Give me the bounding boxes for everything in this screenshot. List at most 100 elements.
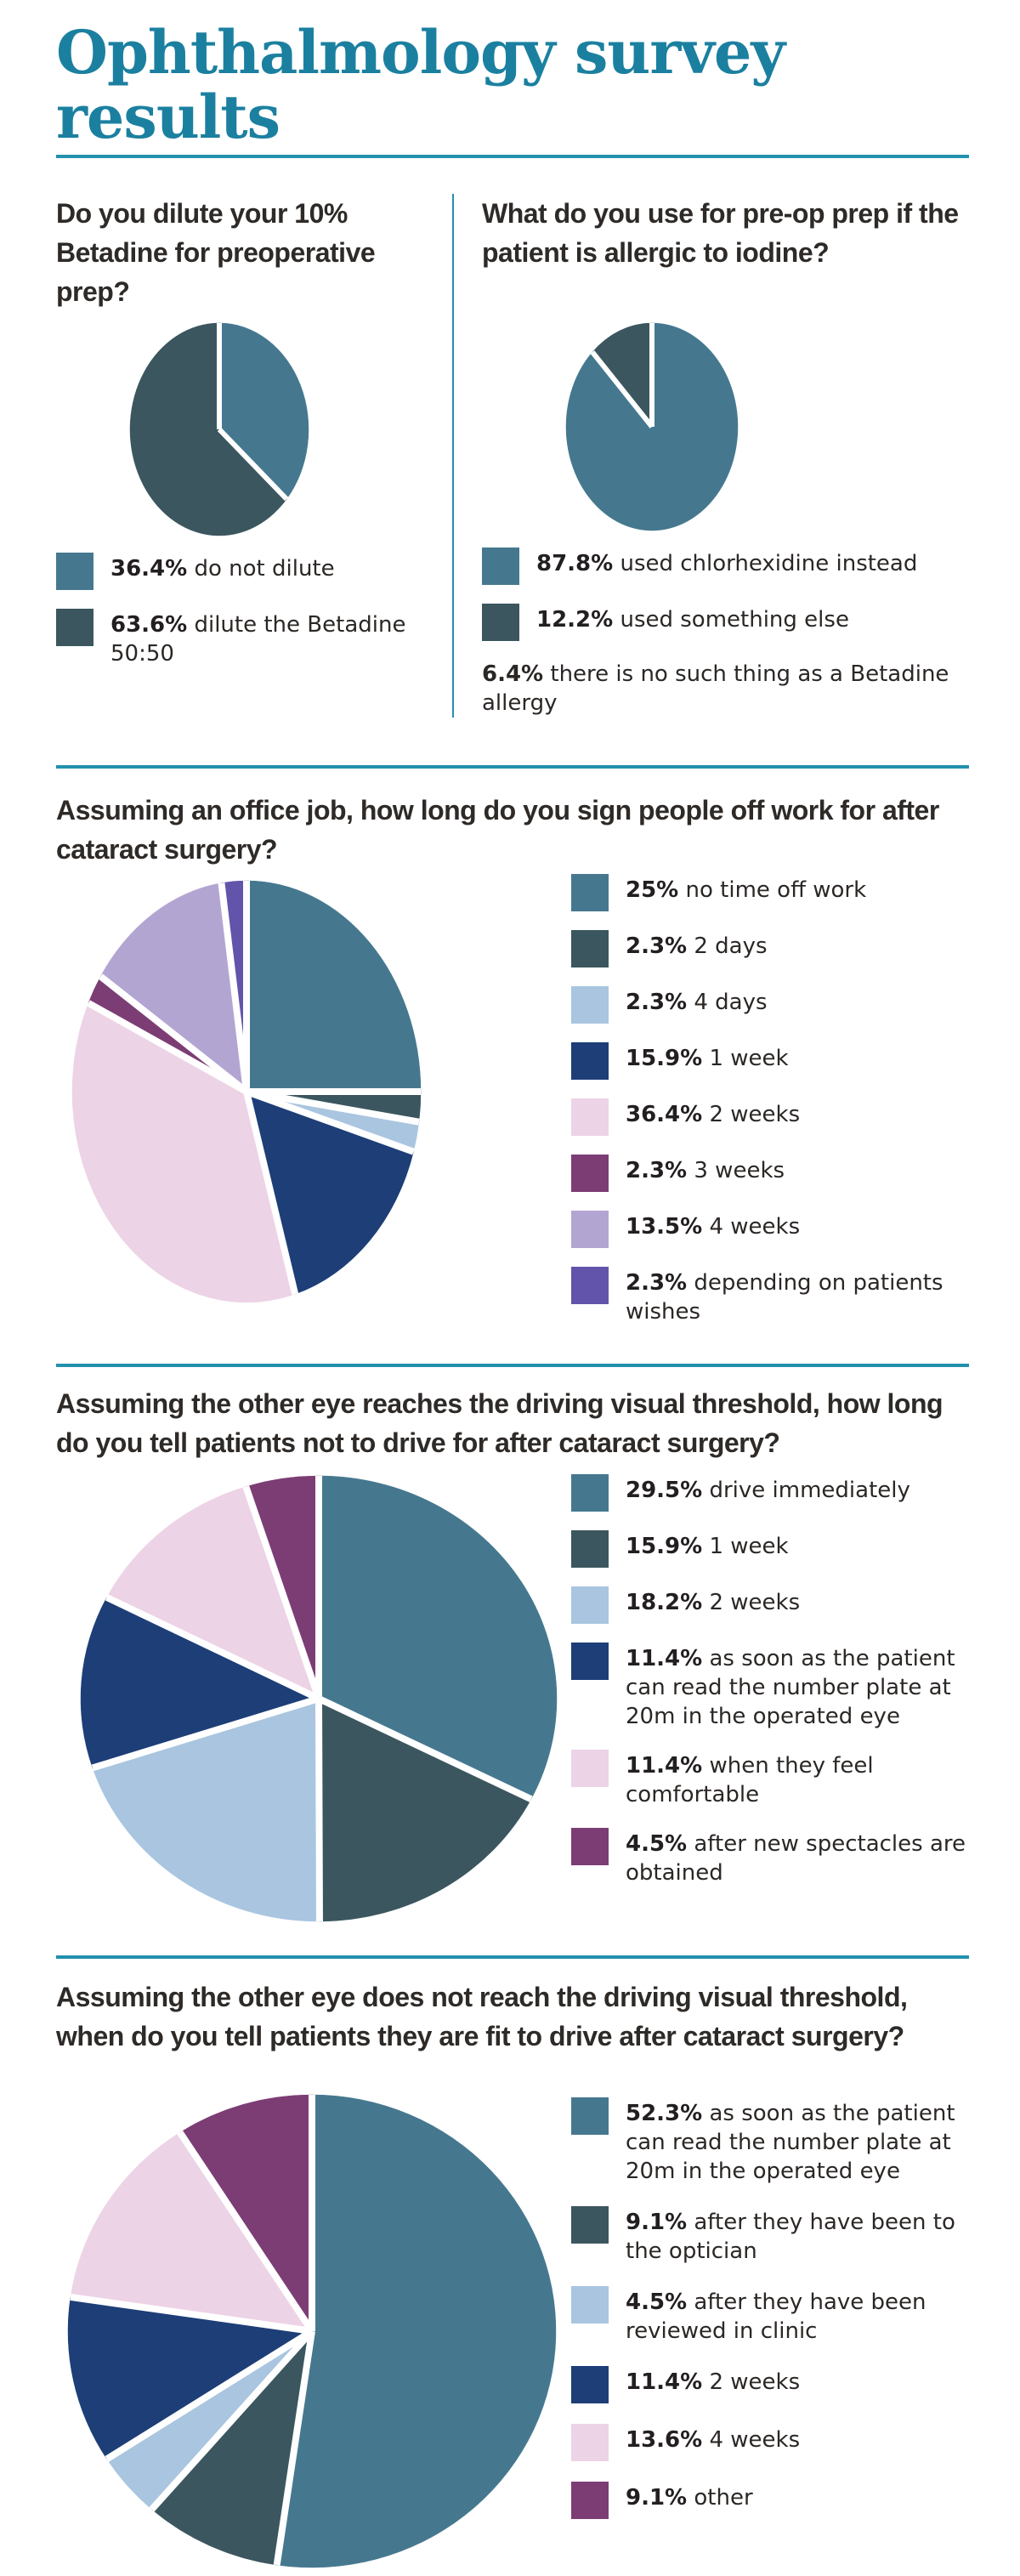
question-dilute-betadine: Do you dilute your 10% Betadine for preo… bbox=[56, 198, 376, 307]
section-divider bbox=[56, 1364, 969, 1367]
pie-chart-driving-threshold-reached bbox=[80, 1475, 558, 1922]
question-iodine-allergy: What do you use for pre-op prep if the p… bbox=[482, 198, 959, 268]
legend-item: 15.9% 1 week bbox=[571, 1530, 969, 1568]
legend-label: 11.4% 2 weeks bbox=[626, 2369, 801, 2395]
legend-color-swatch bbox=[571, 1586, 609, 1624]
legend-item: 12.2% used something else bbox=[482, 604, 969, 641]
pie-chart-iodine-allergy bbox=[565, 322, 739, 531]
legend-label: 2.3% 4 days bbox=[626, 990, 768, 1015]
legend-label: 2.3% 2 days bbox=[626, 933, 768, 959]
section-driving-threshold-not-reached: Assuming the other eye does not reach th… bbox=[56, 1977, 969, 2576]
legend-label: 29.5% drive immediately bbox=[626, 1478, 910, 1503]
legend-label: 4.5% after they have been reviewed in cl… bbox=[626, 2289, 926, 2344]
legend-label: 36.4% 2 weeks bbox=[626, 1102, 801, 1127]
legend-label: 9.1% other bbox=[626, 2485, 753, 2511]
title-rule bbox=[56, 155, 969, 158]
legend-color-swatch bbox=[571, 874, 609, 911]
legend-color-swatch bbox=[482, 548, 519, 585]
legend-color-swatch bbox=[571, 986, 609, 1024]
legend-color-swatch bbox=[571, 1211, 609, 1248]
chart-row: 29.5% drive immediately 15.9% 1 week 18.… bbox=[56, 1466, 969, 1930]
legend-driving-threshold-reached: 29.5% drive immediately 15.9% 1 week 18.… bbox=[571, 1474, 969, 1887]
chart-row: 25% no time off work 2.3% 2 days 2.3% 4 … bbox=[56, 872, 969, 1326]
legend-item: 4.5% after they have been reviewed in cl… bbox=[571, 2286, 969, 2346]
legend-item: 11.4% as soon as the patient can read th… bbox=[571, 1643, 969, 1731]
legend-item: 11.4% when they feel comfortable bbox=[571, 1750, 969, 1809]
legend-label: 2.3% 3 weeks bbox=[626, 1158, 785, 1183]
legend-item: 2.3% 3 weeks bbox=[571, 1155, 969, 1192]
legend-label: 15.9% 1 week bbox=[626, 1046, 789, 1071]
legend-label: 63.6% dilute the Betadine 50:50 bbox=[110, 612, 406, 667]
legend-item: 36.4% do not dilute bbox=[56, 553, 434, 590]
legend-item: 13.5% 4 weeks bbox=[571, 1211, 969, 1248]
legend-color-swatch bbox=[571, 1474, 609, 1512]
pie-chart-driving-threshold-not-reached bbox=[67, 2094, 557, 2568]
legend-label: 18.2% 2 weeks bbox=[626, 1590, 801, 1615]
legend-item: 63.6% dilute the Betadine 50:50 bbox=[56, 609, 434, 668]
legend-item: 9.1% after they have been to the opticia… bbox=[571, 2206, 969, 2266]
legend-color-swatch bbox=[571, 1098, 609, 1136]
legend-color-swatch bbox=[571, 1828, 609, 1865]
legend-item: 36.4% 2 weeks bbox=[571, 1098, 969, 1136]
pie-chart-time-off-work bbox=[71, 880, 422, 1303]
legend-label: 11.4% as soon as the patient can read th… bbox=[626, 1646, 955, 1729]
legend-item: 13.6% 4 weeks bbox=[571, 2424, 969, 2461]
legend-dilute-betadine: 36.4% do not dilute 63.6% dilute the Bet… bbox=[56, 553, 434, 668]
legend-label: 9.1% after they have been to the opticia… bbox=[626, 2210, 955, 2264]
legend-note: 6.4% there is no such thing as a Betadin… bbox=[482, 661, 949, 716]
pie-chart-dilute-betadine bbox=[129, 322, 309, 536]
legend-color-swatch bbox=[571, 1643, 609, 1680]
infographic-page: Ophthalmology survey results Do you dilu… bbox=[56, 17, 969, 2568]
section-divider bbox=[56, 1955, 969, 1959]
legend-label: 13.5% 4 weeks bbox=[626, 1214, 801, 1240]
legend-color-swatch bbox=[571, 1530, 609, 1568]
question-driving-threshold-reached: Assuming the other eye reaches the drivi… bbox=[56, 1388, 944, 1458]
legend-color-swatch bbox=[571, 1042, 609, 1080]
legend-label: 25% no time off work bbox=[626, 877, 867, 903]
legend-label: 11.4% when they feel comfortable bbox=[626, 1753, 874, 1807]
legend-item: 87.8% used chlorhexidine instead bbox=[482, 548, 969, 585]
page-title: Ophthalmology survey results bbox=[56, 17, 785, 152]
legend-label: 36.4% do not dilute bbox=[110, 556, 335, 582]
legend-item: 15.9% 1 week bbox=[571, 1042, 969, 1080]
legend-color-swatch bbox=[571, 1750, 609, 1787]
legend-driving-threshold-not-reached: 52.3% as soon as the patient can read th… bbox=[571, 2097, 969, 2539]
legend-color-swatch bbox=[571, 2482, 609, 2519]
legend-label: 2.3% depending on patients wishes bbox=[626, 1270, 944, 1325]
section-dilute-betadine: Do you dilute your 10% Betadine for preo… bbox=[56, 194, 452, 718]
legend-item: 2.3% 2 days bbox=[571, 930, 969, 967]
legend-color-swatch bbox=[571, 2286, 609, 2324]
legend-color-swatch bbox=[56, 553, 94, 590]
question-time-off-work: Assuming an office job, how long do you … bbox=[56, 795, 939, 865]
legend-color-swatch bbox=[571, 2206, 609, 2244]
legend-time-off-work: 25% no time off work 2.3% 2 days 2.3% 4 … bbox=[571, 874, 969, 1326]
legend-color-swatch bbox=[571, 2097, 609, 2135]
section-time-off-work: Assuming an office job, how long do you … bbox=[56, 791, 969, 1326]
section-iodine-allergy: What do you use for pre-op prep if the p… bbox=[452, 194, 969, 718]
legend-item: 29.5% drive immediately bbox=[571, 1474, 969, 1512]
legend-item: 2.3% 4 days bbox=[571, 986, 969, 1024]
legend-color-swatch bbox=[571, 2424, 609, 2461]
chart-row: 52.3% as soon as the patient can read th… bbox=[56, 2059, 969, 2576]
legend-label: 12.2% used something else bbox=[536, 607, 849, 633]
legend-label: 4.5% after new spectacles are obtained bbox=[626, 1831, 966, 1886]
question-driving-threshold-not-reached: Assuming the other eye does not reach th… bbox=[56, 1982, 908, 2051]
legend-item: 52.3% as soon as the patient can read th… bbox=[571, 2097, 969, 2186]
legend-item: 4.5% after new spectacles are obtained bbox=[571, 1828, 969, 1887]
legend-label: 52.3% as soon as the patient can read th… bbox=[626, 2101, 955, 2184]
legend-item: 11.4% 2 weeks bbox=[571, 2366, 969, 2403]
legend-color-swatch bbox=[482, 604, 519, 641]
legend-item: 25% no time off work bbox=[571, 874, 969, 911]
legend-color-swatch bbox=[56, 609, 94, 646]
legend-iodine-allergy: 87.8% used chlorhexidine instead 12.2% u… bbox=[482, 548, 969, 718]
top-two-column-section: Do you dilute your 10% Betadine for preo… bbox=[56, 194, 969, 718]
section-driving-threshold-reached: Assuming the other eye reaches the drivi… bbox=[56, 1384, 969, 1930]
legend-color-swatch bbox=[571, 1155, 609, 1192]
legend-color-swatch bbox=[571, 1267, 609, 1304]
legend-label: 15.9% 1 week bbox=[626, 1534, 789, 1559]
legend-color-swatch bbox=[571, 930, 609, 967]
section-divider bbox=[56, 765, 969, 769]
legend-item: 2.3% depending on patients wishes bbox=[571, 1267, 969, 1326]
legend-label: 87.8% used chlorhexidine instead bbox=[536, 551, 918, 576]
legend-color-swatch bbox=[571, 2366, 609, 2403]
